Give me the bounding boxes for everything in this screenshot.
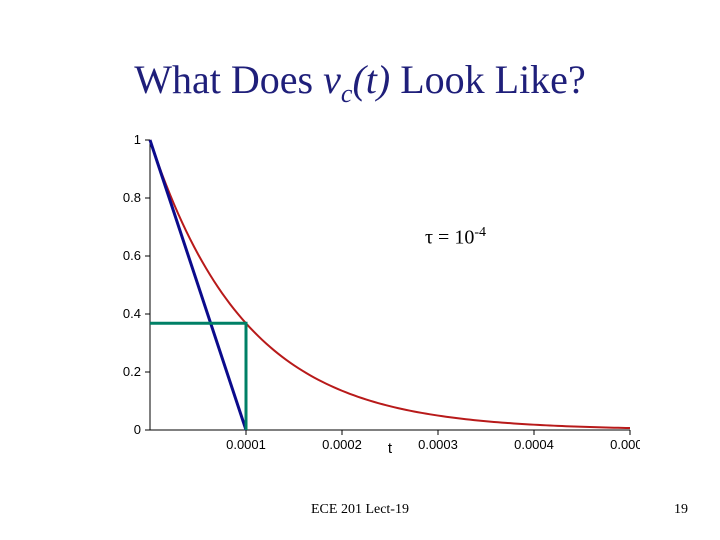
svg-text:0.0004: 0.0004 <box>514 437 554 452</box>
chart-container: 0 0.2 0.4 0.6 0.8 1 0.0001 0.0002 0.0003 0.0004 0.… <box>80 130 640 470</box>
svg-text:0.0002: 0.0002 <box>322 437 362 452</box>
slide: { "slide": { "title_prefix": "What Does … <box>0 0 720 540</box>
tau-mid: = 10 <box>433 227 474 249</box>
title-variable: v <box>323 57 341 102</box>
tau-annotation: τ = 10-4 <box>425 225 486 250</box>
svg-text:t: t <box>388 440 393 457</box>
title-subscript: c <box>341 79 353 108</box>
svg-text:0.6: 0.6 <box>123 248 141 263</box>
title-prefix: What Does <box>134 57 323 102</box>
svg-text:0.8: 0.8 <box>123 190 141 205</box>
decay-chart: 0 0.2 0.4 0.6 0.8 1 0.0001 0.0002 0.0003 0.0004 0.… <box>80 130 640 470</box>
svg-text:0.4: 0.4 <box>123 306 141 321</box>
page-number: 19 <box>674 502 688 518</box>
title-arg: (t) <box>352 57 390 102</box>
svg-text:0.2: 0.2 <box>123 364 141 379</box>
svg-text:0: 0 <box>134 422 141 437</box>
svg-text:0.0001: 0.0001 <box>226 437 266 452</box>
title-suffix: Look Like? <box>390 57 586 102</box>
svg-text:0.0005: 0.0005 <box>610 437 640 452</box>
tau-symbol: τ <box>425 227 433 249</box>
svg-text:0.0003: 0.0003 <box>418 437 458 452</box>
footer-center: ECE 201 Lect-19 <box>0 502 720 518</box>
svg-text:1: 1 <box>134 132 141 147</box>
tau-exponent: -4 <box>474 225 486 240</box>
slide-title: What Does vc(t) Look Like? <box>0 58 720 109</box>
